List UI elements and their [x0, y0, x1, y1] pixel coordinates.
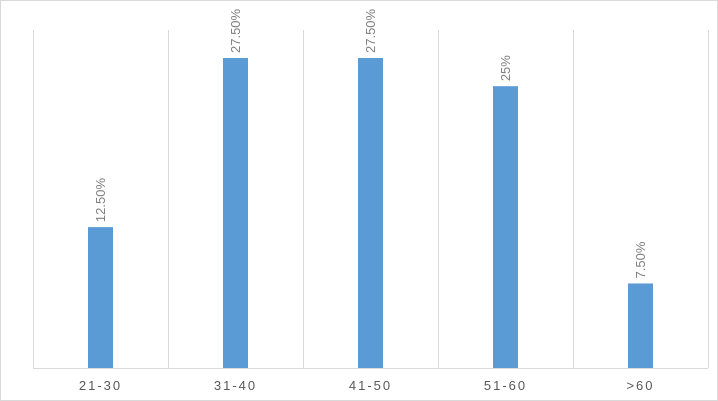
x-tick-label->60: >60 [626, 378, 654, 393]
bar-21-30 [88, 227, 113, 368]
x-tick-label-41-50: 41-50 [349, 378, 392, 393]
data-label-51-60: 25% [498, 55, 513, 81]
data-label->60: 7.50% [633, 241, 648, 278]
data-label-21-30: 12.50% [93, 178, 108, 223]
data-label-layer: 12.50% 27.50% 27.50% 25% 7.50% [93, 8, 648, 278]
data-label-31-40: 27.50% [228, 8, 243, 53]
x-axis-tick-layer: 21-30 31-40 41-50 51-60 >60 [79, 378, 654, 393]
bar-layer [88, 58, 653, 368]
bar->60 [628, 283, 653, 368]
bar-31-40 [223, 58, 248, 368]
x-tick-label-31-40: 31-40 [214, 378, 257, 393]
data-label-41-50: 27.50% [363, 8, 378, 53]
bar-41-50 [358, 58, 383, 368]
x-tick-label-51-60: 51-60 [484, 378, 527, 393]
grid-layer [33, 30, 709, 369]
x-tick-label-21-30: 21-30 [79, 378, 122, 393]
bar-51-60 [493, 86, 518, 368]
